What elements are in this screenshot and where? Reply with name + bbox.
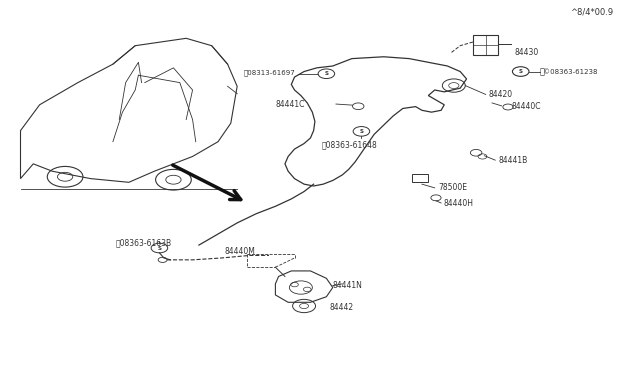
Text: 84441N: 84441N xyxy=(333,281,363,290)
Text: 84430: 84430 xyxy=(515,48,539,57)
Text: S: S xyxy=(157,246,161,250)
Text: 84441B: 84441B xyxy=(499,156,527,166)
Text: 84440H: 84440H xyxy=(444,199,474,208)
Bar xyxy=(412,174,428,182)
Text: ^8/4*00.9: ^8/4*00.9 xyxy=(570,7,613,16)
Text: S: S xyxy=(360,129,364,134)
Text: 84440C: 84440C xyxy=(511,103,541,112)
Text: Ⓢ: Ⓢ xyxy=(540,67,545,76)
Bar xyxy=(473,35,499,55)
Text: Ⓢ08313-61697: Ⓢ08313-61697 xyxy=(244,69,295,76)
Text: 78500E: 78500E xyxy=(438,183,467,192)
Text: S: S xyxy=(519,69,523,74)
Text: 84441C: 84441C xyxy=(275,100,305,109)
Text: S: S xyxy=(324,71,328,76)
Text: 84442: 84442 xyxy=(330,303,354,312)
Text: Ⓢ08363-6163B: Ⓢ08363-6163B xyxy=(116,239,172,248)
Text: ©08363-61238: ©08363-61238 xyxy=(543,68,598,74)
Text: 84440M: 84440M xyxy=(225,247,255,256)
Text: Ⓢ08363-61648: Ⓢ08363-61648 xyxy=(321,140,377,149)
Text: 84420: 84420 xyxy=(489,90,513,99)
